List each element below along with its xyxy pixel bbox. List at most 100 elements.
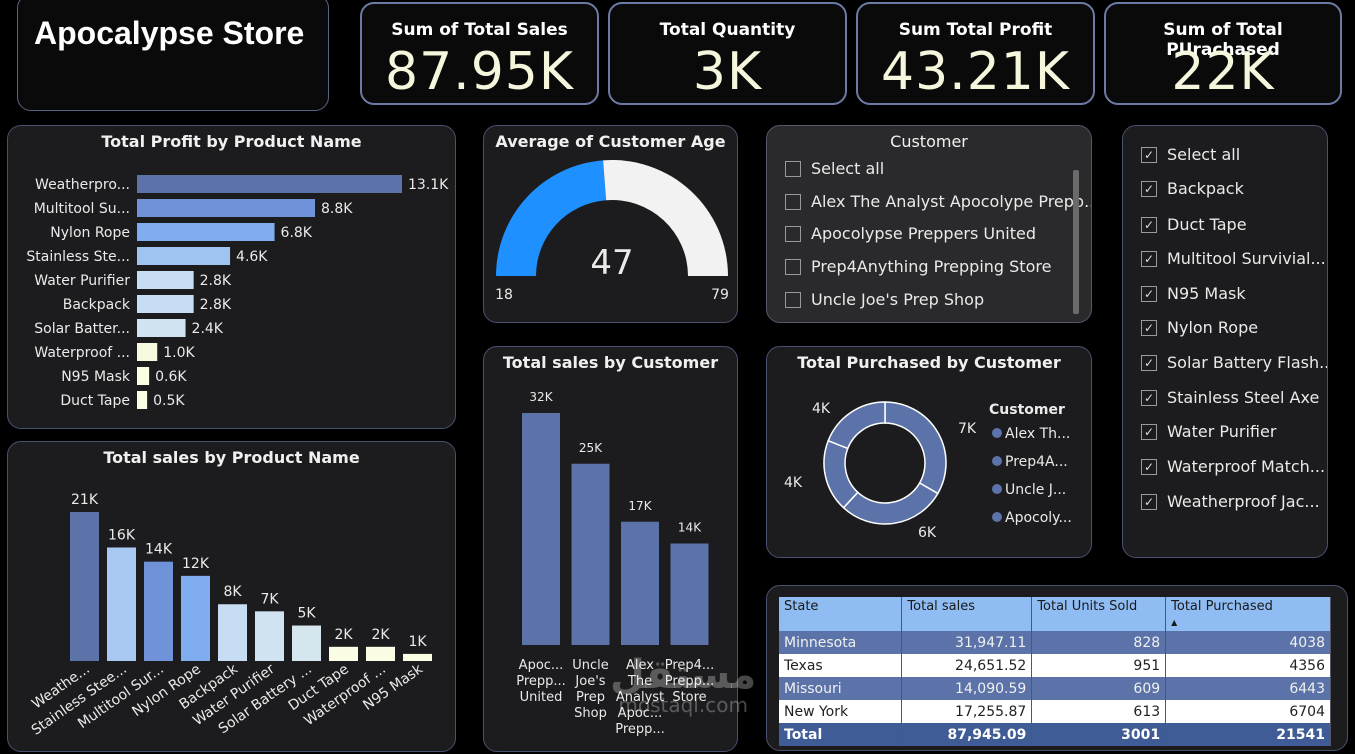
- cell-purchased: 6443: [1165, 677, 1331, 700]
- checkmark-icon[interactable]: ✓: [1141, 458, 1157, 475]
- bar: [137, 367, 150, 385]
- slice-label: 6K: [918, 525, 937, 541]
- checkbox-icon[interactable]: [785, 258, 801, 275]
- category-label: Prepp...: [516, 674, 566, 689]
- slicer-item-label: Water Purifier: [1167, 422, 1277, 441]
- checkmark-icon[interactable]: ✓: [1141, 180, 1157, 197]
- slicer-item-customer[interactable]: Alex The Analyst Apocolype Prepp...: [785, 192, 1091, 211]
- table-row[interactable]: Texas 24,651.52 951 4356: [779, 654, 1331, 677]
- donut-slice: [842, 481, 939, 525]
- category-label: Backpack: [63, 297, 131, 313]
- category-label: Uncle: [572, 658, 609, 673]
- category-label: Stainless Ste...: [26, 249, 130, 265]
- slicer-item-product[interactable]: ✓ Multitool Survivial...: [1141, 249, 1326, 268]
- bar: [670, 543, 709, 645]
- age-gauge[interactable]: 47 18 79: [484, 126, 738, 323]
- slicer-item-product[interactable]: ✓ Backpack: [1141, 179, 1244, 198]
- slicer-item-product[interactable]: ✓ Water Purifier: [1141, 422, 1276, 441]
- checkmark-icon[interactable]: ✓: [1141, 423, 1157, 440]
- profit-by-product-panel[interactable]: Total Profit by Product Name Weatherpro.…: [7, 125, 456, 429]
- state-table-panel[interactable]: State Total sales Total Units Sold Total…: [766, 585, 1348, 751]
- sales-customer-bar-chart[interactable]: 32KApoc...Prepp...United25KUncleJoe'sPre…: [484, 347, 738, 752]
- customer-slicer[interactable]: Customer Select all Alex The Analyst Apo…: [766, 125, 1092, 323]
- checkmark-icon[interactable]: ✓: [1141, 146, 1157, 163]
- product-slicer[interactable]: ✓ Select all ✓ Backpack ✓ Duct Tape ✓ Multit…: [1122, 125, 1328, 558]
- slicer-item-product[interactable]: ✓ Waterproof Match...: [1141, 457, 1325, 476]
- bar: [329, 646, 358, 661]
- purchased-by-customer-panel[interactable]: Total Purchased by Customer 7K 6K 4K 4K Cust…: [766, 346, 1092, 558]
- data-label: 2K: [334, 627, 353, 643]
- checkbox-icon[interactable]: [785, 193, 801, 210]
- gauge-min-label: 18: [495, 287, 513, 303]
- checkmark-icon[interactable]: ✓: [1141, 250, 1157, 267]
- cell-total-units: 3001: [1031, 723, 1167, 746]
- watermark-glyph: مستقل: [610, 652, 757, 698]
- data-label: 5K: [297, 606, 316, 622]
- slicer-scrollbar[interactable]: [1073, 170, 1079, 314]
- cell-units: 609: [1031, 677, 1167, 700]
- slice-label: 4K: [784, 475, 803, 491]
- table-row[interactable]: Minnesota 31,947.11 828 4038: [779, 631, 1331, 654]
- checkbox-icon[interactable]: [785, 160, 801, 177]
- purchased-donut-chart[interactable]: 7K 6K 4K 4K Customer Alex Th... Prep4A... Uncle…: [767, 347, 1092, 558]
- checkmark-icon[interactable]: ✓: [1141, 285, 1157, 302]
- data-label: 2K: [371, 627, 390, 643]
- sales-by-product-panel[interactable]: Total sales by Product Name 21K Weathe...…: [7, 441, 456, 752]
- column-header-state[interactable]: State: [779, 597, 903, 631]
- column-header-total-sales[interactable]: Total sales: [901, 597, 1033, 631]
- kpi-value: 22K: [1171, 42, 1275, 102]
- cell-units: 613: [1031, 700, 1167, 723]
- checkmark-icon[interactable]: ✓: [1141, 216, 1157, 233]
- customer-age-panel[interactable]: Average of Customer Age 47 18 79: [483, 125, 738, 323]
- checkbox-icon[interactable]: [785, 225, 801, 242]
- kpi-value: 43.21K: [881, 42, 1070, 102]
- slicer-item-label: Solar Battery Flash...: [1167, 353, 1328, 372]
- cell-total-purchased: 21541: [1165, 723, 1331, 746]
- slicer-item-product[interactable]: ✓ Weatherproof Jac...: [1141, 492, 1320, 511]
- checkmark-icon[interactable]: ✓: [1141, 354, 1157, 371]
- table-row[interactable]: Missouri 14,090.59 609 6443: [779, 677, 1331, 700]
- sort-desc-icon[interactable]: ▲: [1171, 618, 1178, 627]
- slicer-item-customer[interactable]: Uncle Joe's Prep Shop: [785, 290, 984, 309]
- column-header-total-purchased[interactable]: Total Purchased ▲: [1165, 597, 1331, 631]
- slicer-item-product[interactable]: ✓ Duct Tape: [1141, 215, 1247, 234]
- slicer-item-label: Waterproof Match...: [1167, 457, 1326, 476]
- checkmark-icon[interactable]: ✓: [1141, 319, 1157, 336]
- profit-bar-chart[interactable]: Weatherpro... 13.1K Multitool Su... 8.8K Nyl…: [8, 126, 456, 429]
- category-label: Analyst: [616, 690, 664, 705]
- bar: [137, 391, 148, 409]
- slicer-item-label: Weatherproof Jac...: [1167, 492, 1320, 511]
- slicer-item-label: Stainless Steel Axe: [1167, 388, 1320, 407]
- data-label: 6.8K: [281, 225, 313, 241]
- category-label: Duct Tape: [60, 393, 130, 409]
- cell-state: Minnesota: [779, 631, 903, 654]
- data-label: 21K: [71, 492, 99, 508]
- kpi-total-quantity: Total Quantity 3K: [608, 2, 847, 105]
- slicer-item-product[interactable]: ✓ Nylon Rope: [1141, 318, 1258, 337]
- slicer-item-product[interactable]: ✓ N95 Mask: [1141, 284, 1246, 303]
- slicer-item-select-all[interactable]: Select all: [785, 159, 884, 178]
- slicer-item-product[interactable]: ✓ Stainless Steel Axe: [1141, 388, 1319, 407]
- state-table[interactable]: State Total sales Total Units Sold Total…: [779, 597, 1331, 746]
- sales-by-customer-panel[interactable]: Total sales by Customer 32K Apoc... Prepp.…: [483, 346, 738, 752]
- panel-title: Average of Customer Age: [495, 132, 726, 151]
- slicer-item-product[interactable]: ✓ Solar Battery Flash...: [1141, 353, 1328, 372]
- checkmark-icon[interactable]: ✓: [1141, 493, 1157, 510]
- kpi-label: Sum Total Profit: [898, 20, 1053, 40]
- kpi-label: Sum of Total PUrachased: [1163, 20, 1283, 60]
- bar: [137, 319, 186, 337]
- legend-marker: [992, 456, 1002, 466]
- slicer-item-customer[interactable]: Apocolypse Preppers United: [785, 224, 1036, 243]
- gauge-max-label: 79: [711, 287, 729, 303]
- category-label: Joe's: [574, 674, 605, 689]
- slicer-item-customer[interactable]: Prep4Anything Prepping Store: [785, 257, 1051, 276]
- table-row[interactable]: New York 17,255.87 613 6704: [779, 700, 1331, 723]
- category-label: The: [627, 674, 652, 689]
- slicer-item-select-all[interactable]: ✓ Select all: [1141, 145, 1240, 164]
- category-label: Prep: [576, 690, 605, 705]
- checkmark-icon[interactable]: ✓: [1141, 389, 1157, 406]
- column-header-units-sold[interactable]: Total Units Sold: [1031, 597, 1167, 631]
- bar: [137, 199, 316, 217]
- checkbox-icon[interactable]: [785, 291, 801, 308]
